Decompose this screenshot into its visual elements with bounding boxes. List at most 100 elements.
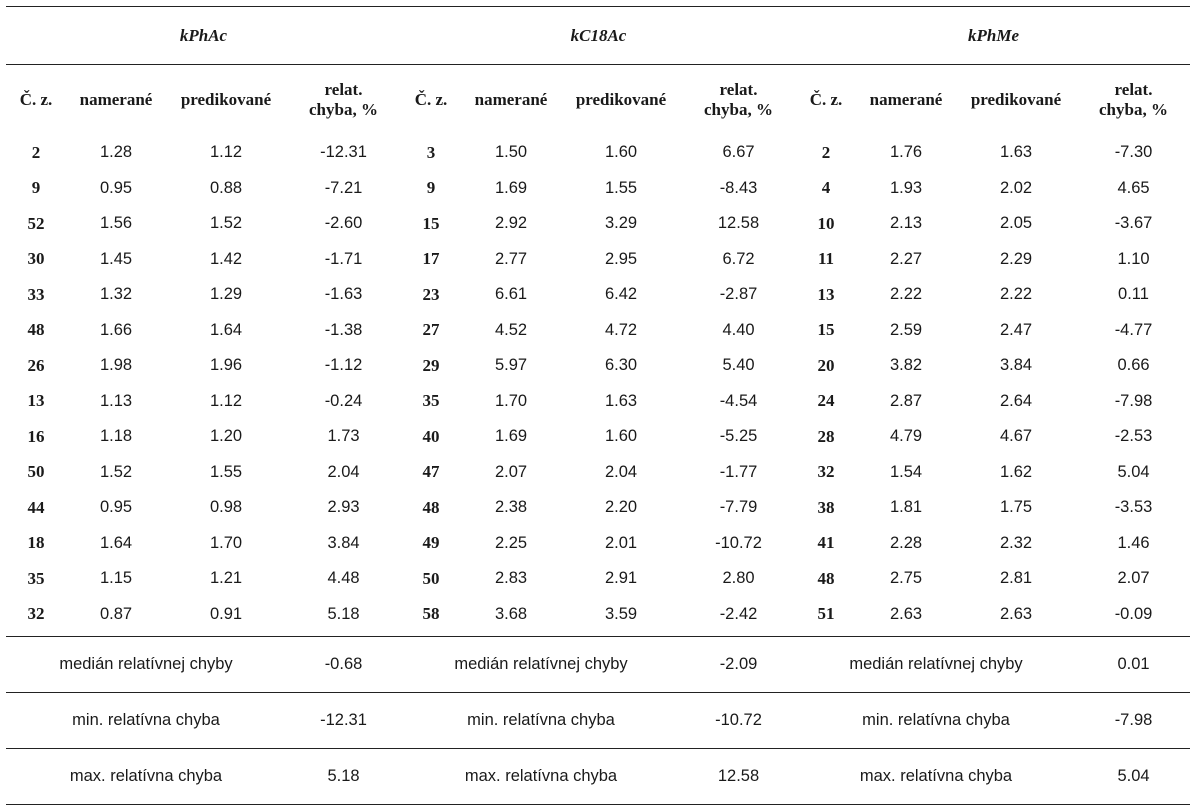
predicted-value: 2.64 [999,391,1033,410]
sample-number: 48 [27,320,45,340]
measured-value: 1.32 [99,285,133,304]
sample-number: 52 [27,213,45,233]
predicted-value: 1.96 [209,356,243,375]
summary-value: -12.31 [286,692,401,749]
sample-number: 2 [821,142,831,162]
measured-value: 1.81 [889,498,923,517]
summary-row: max. relatívna chyba 5.18 max. relatívna c… [6,748,1190,805]
measured-value: 2.75 [889,569,923,588]
measured-value: 1.76 [889,143,923,162]
relative-error: -7.79 [719,498,758,517]
measured-value: 1.93 [889,178,923,197]
sample-number: 9 [31,178,41,198]
relative-error: -7.21 [324,178,363,197]
group-header-row: kPhAc kC18Ac kPhMe [6,7,1190,65]
relative-error: -1.12 [324,356,363,375]
summary-value: 0.01 [1076,636,1190,693]
predicted-value: 3.84 [999,356,1033,375]
predicted-value: 6.30 [604,356,638,375]
relative-error: 0.66 [1117,356,1150,375]
relative-error-header-line2: chyba, % [1099,100,1168,119]
predicted-value: 1.63 [999,143,1033,162]
predicted-value: 1.42 [209,249,243,268]
summary-label: min. relatívna chyba [796,692,1076,749]
relative-error: -0.24 [324,391,363,410]
relative-error: 2.80 [722,569,755,588]
summary-label: medián relatívnej chyby [401,636,681,693]
sample-number: 35 [27,568,45,588]
relative-error: 2.04 [327,462,360,481]
sample-number: 40 [422,426,440,446]
relative-error: 4.65 [1117,178,1150,197]
table-row: 18 1.64 1.70 3.84 49 2.25 2.01 -10.72 41 2.28 2.32… [6,526,1190,562]
summary-row: medián relatívnej chyby -0.68 medián relat… [6,636,1190,693]
table-row: 44 0.95 0.98 2.93 48 2.38 2.20 -7.79 38 1.81 1.75 -… [6,490,1190,526]
sample-number: 44 [27,497,45,517]
relative-error: 5.40 [722,356,755,375]
summary-label: min. relatívna chyba [6,692,286,749]
measured-value: 1.64 [99,533,133,552]
relative-error: 6.72 [722,249,755,268]
measured-value: 1.69 [494,427,528,446]
predicted-value: 0.98 [209,498,243,517]
relative-error: -2.87 [719,285,758,304]
relative-error: 2.93 [327,498,360,517]
measured-value: 3.68 [494,604,528,623]
table-row: 32 0.87 0.91 5.18 58 3.68 3.59 -2.42 51 2.63 2.63 -… [6,597,1190,637]
sample-number: 11 [817,249,835,269]
predicted-header: predikované [180,90,272,109]
predicted-value: 1.55 [209,462,243,481]
group-title-kphac: kPhAc [6,7,401,65]
sample-number: 58 [422,604,440,624]
summary-label: max. relatívna chyba [6,748,286,805]
measured-value: 1.13 [99,391,133,410]
predicted-value: 1.64 [209,320,243,339]
sample-number: 16 [27,426,45,446]
relative-error: -3.67 [1114,214,1153,233]
sample-number: 48 [422,497,440,517]
relative-error: 0.11 [1118,285,1149,304]
sample-number: 35 [422,391,440,411]
measured-value: 2.13 [889,214,923,233]
table-row: 35 1.15 1.21 4.48 50 2.83 2.91 2.80 48 2.75 2.81 2.… [6,561,1190,597]
sample-number: 48 [817,568,835,588]
measured-value: 1.45 [99,249,133,268]
measured-value: 1.18 [99,427,133,446]
sample-number: 13 [27,391,45,411]
measured-value: 1.28 [99,143,133,162]
relative-error: -7.98 [1114,391,1153,410]
sample-number: 33 [27,284,45,304]
measured-value: 1.66 [99,320,133,339]
measured-value: 0.95 [99,498,133,517]
measured-value: 0.87 [99,604,133,623]
sample-number-header: Č. z. [19,90,53,109]
predicted-value: 1.60 [604,143,638,162]
relative-error: -0.09 [1114,604,1153,623]
measured-value: 2.28 [889,533,923,552]
predicted-value: 2.81 [999,569,1033,588]
measured-value: 6.61 [494,285,528,304]
summary-value: 5.18 [286,748,401,805]
sample-number: 18 [27,533,45,553]
relative-error: -8.43 [719,178,758,197]
table-row: 50 1.52 1.55 2.04 47 2.07 2.04 -1.77 32 1.54 1.62 5… [6,455,1190,491]
predicted-header: predikované [970,90,1062,109]
column-header-row: Č. z. namerané predikované relat. chyba, % Č.… [6,65,1190,136]
sample-number: 15 [422,213,440,233]
relative-error: -1.38 [324,320,363,339]
relative-error: -1.77 [719,462,758,481]
sample-number-header: Č. z. [414,90,448,109]
predicted-header: predikované [575,90,667,109]
predicted-value: 1.21 [209,569,243,588]
predicted-value: 2.22 [999,285,1033,304]
measured-value: 3.82 [889,356,923,375]
relative-error: -1.63 [324,285,363,304]
table-row: 2 1.28 1.12 -12.31 3 1.50 1.60 6.67 2 1.76 1.63 -7.… [6,135,1190,171]
predicted-value: 3.29 [604,214,638,233]
relative-error: -1.71 [324,249,363,268]
relative-error-header-line2: chyba, % [704,100,773,119]
predicted-value: 1.12 [209,143,243,162]
relative-error-header: relat. chyba, % [681,65,796,136]
sample-number: 38 [817,497,835,517]
relative-error: -10.72 [715,533,762,552]
